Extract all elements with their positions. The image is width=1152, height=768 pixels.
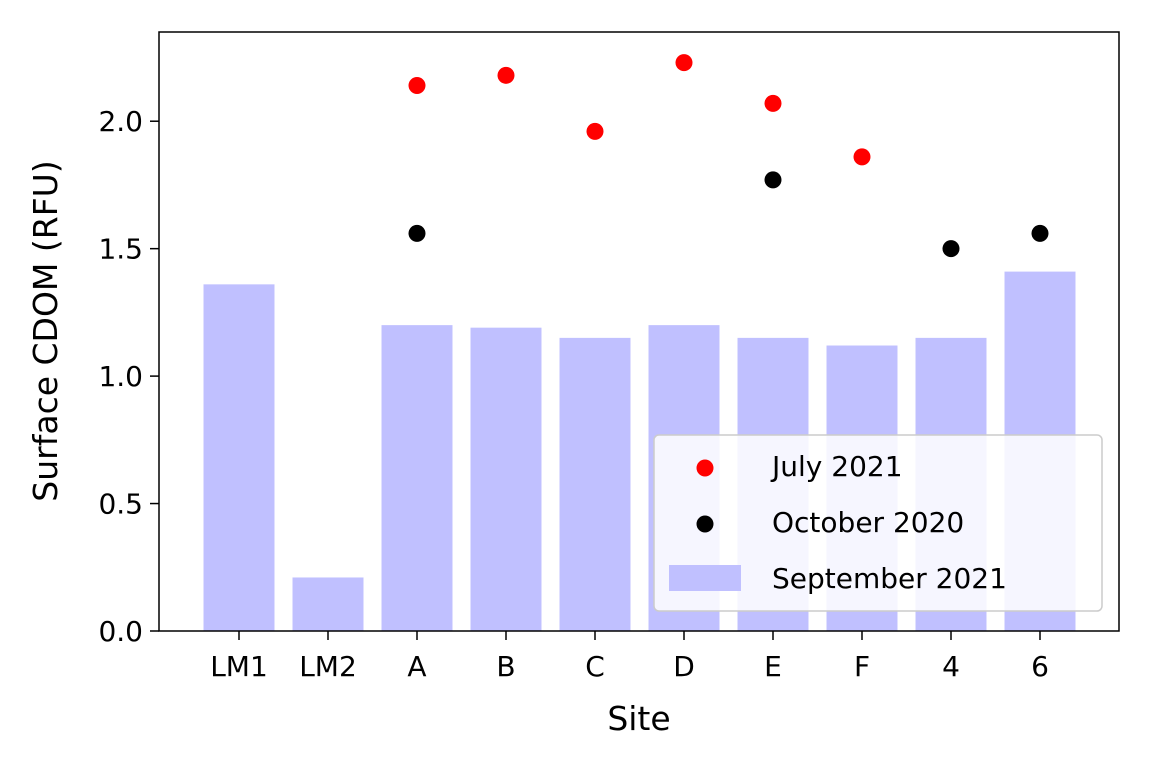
bar-C bbox=[559, 337, 631, 631]
point-july-F bbox=[853, 148, 871, 166]
bar-LM1 bbox=[203, 284, 275, 631]
legend-label: September 2021 bbox=[772, 562, 1007, 595]
point-october-6 bbox=[1031, 224, 1049, 242]
point-october-4 bbox=[942, 240, 960, 258]
x-tick-label: 6 bbox=[1031, 650, 1049, 683]
point-july-C bbox=[586, 122, 604, 140]
legend-swatch-september bbox=[669, 565, 741, 591]
y-axis-title: Surface CDOM (RFU) bbox=[26, 160, 65, 501]
y-tick-label: 1.5 bbox=[98, 233, 143, 266]
legend-box bbox=[653, 434, 1103, 612]
point-july-D bbox=[675, 54, 693, 72]
x-tick-label: D bbox=[673, 650, 695, 683]
y-axis: 0.0 0.5 1.0 1.5 2.0 bbox=[98, 105, 159, 648]
x-tick-label: E bbox=[764, 650, 782, 683]
x-tick-label: LM2 bbox=[299, 650, 357, 683]
bar-B bbox=[470, 327, 542, 631]
legend-label: October 2020 bbox=[772, 506, 964, 539]
x-tick-label: LM1 bbox=[210, 650, 268, 683]
legend-marker-october bbox=[696, 515, 714, 533]
legend: July 2021 October 2020 September 2021 bbox=[653, 434, 1103, 612]
point-october-E bbox=[764, 171, 782, 189]
point-july-B bbox=[497, 66, 515, 84]
point-july-A bbox=[408, 77, 426, 95]
x-axis-title: Site bbox=[607, 699, 670, 738]
plot-frame bbox=[158, 31, 1120, 632]
legend-marker-july bbox=[696, 459, 714, 477]
x-tick-label: A bbox=[407, 650, 426, 683]
y-tick-label: 0.0 bbox=[98, 615, 143, 648]
scatter-series bbox=[408, 54, 1049, 258]
x-axis: LM1 LM2 A B C D E F 4 6 bbox=[210, 631, 1049, 683]
x-tick-label: C bbox=[585, 650, 605, 683]
bar-LM2 bbox=[292, 577, 364, 631]
x-tick-label: B bbox=[496, 650, 515, 683]
x-tick-label: 4 bbox=[942, 650, 960, 683]
y-tick-label: 0.5 bbox=[98, 488, 143, 521]
y-tick-label: 2.0 bbox=[98, 105, 143, 138]
point-october-A bbox=[408, 224, 426, 242]
legend-label: July 2021 bbox=[770, 450, 903, 483]
y-tick-label: 1.0 bbox=[98, 360, 143, 393]
bar-A bbox=[381, 325, 453, 631]
x-tick-label: F bbox=[854, 650, 870, 683]
point-july-E bbox=[764, 94, 782, 112]
